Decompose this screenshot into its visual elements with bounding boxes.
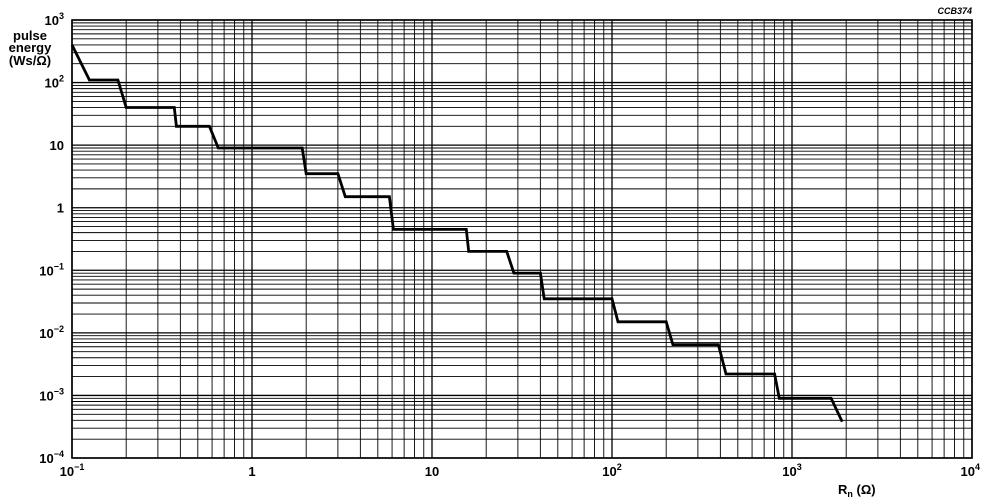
- data-series-line: [70, 44, 844, 423]
- y-tick-label: 10−1: [39, 261, 64, 278]
- minor-grid: [72, 20, 972, 458]
- y-tick-label: 1: [57, 201, 64, 216]
- x-tick-labels: 10−1 1 10 102 103 104: [60, 462, 980, 479]
- y-axis-label-line: pulse: [13, 28, 47, 43]
- x-tick-label: 10: [425, 464, 439, 479]
- plot-background: [72, 20, 972, 458]
- y-tick-label: 10−4: [39, 449, 64, 466]
- plot-frame: [71, 19, 973, 459]
- x-tick-label: 10−1: [60, 462, 85, 479]
- y-axis-label-line: energy: [9, 40, 52, 55]
- figure-code: CCB374: [937, 6, 972, 16]
- y-axis-label-line: (Ws/Ω): [9, 53, 51, 68]
- x-tick-label: 102: [602, 462, 621, 479]
- y-tick-label: 102: [45, 74, 64, 91]
- y-tick-label: 103: [45, 11, 64, 28]
- y-tick-label: 10−2: [39, 324, 64, 341]
- x-tick-label: 1: [248, 464, 255, 479]
- y-tick-label: 10: [50, 138, 64, 153]
- y-tick-label: 10−3: [39, 386, 64, 403]
- y-axis-label: pulse energy (Ws/Ω): [9, 28, 52, 68]
- x-tick-label: 103: [782, 462, 801, 479]
- x-axis-label: Rn (Ω): [838, 482, 876, 499]
- x-tick-label: 104: [961, 462, 980, 479]
